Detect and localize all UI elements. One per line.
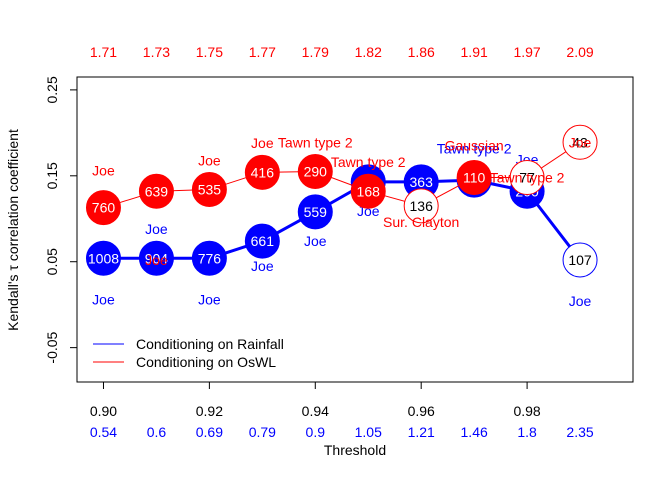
oswl-threshold-label: 1.75: [196, 44, 223, 60]
y-tick-label: 0.05: [44, 248, 60, 275]
sample-size-label: 760: [92, 200, 116, 216]
x-tick-label: 0.98: [513, 403, 540, 419]
data-point: [297, 194, 333, 230]
oswl-threshold-label: 2.09: [566, 44, 593, 60]
rainfall-threshold-label: 0.69: [196, 424, 223, 440]
copula-label: Tawn type 2: [331, 154, 406, 170]
copula-label: Tawn type 2: [437, 140, 512, 156]
copula-label: Joe: [198, 152, 221, 168]
copula-label: Joe: [92, 292, 115, 308]
rainfall-threshold-label: 0.6: [147, 424, 167, 440]
sample-size-label: 639: [145, 183, 169, 199]
sample-size-label: 535: [198, 182, 222, 198]
copula-label: Joe: [304, 233, 327, 249]
legend-entry: Conditioning on Rainfall: [136, 336, 284, 352]
sample-size-label: 290: [304, 164, 328, 180]
rainfall-threshold-label: 1.8: [517, 424, 537, 440]
data-point: [403, 188, 439, 224]
copula-label: Tawn type 2: [278, 134, 353, 150]
oswl-threshold-label: 1.79: [302, 44, 329, 60]
y-tick-label: -0.05: [44, 331, 60, 363]
data-point: [138, 173, 174, 209]
rainfall-threshold-label: 0.79: [249, 424, 276, 440]
x-axis-title: Threshold: [324, 442, 386, 458]
sample-size-label: 77: [519, 170, 535, 186]
copula-label: Gaussian: [445, 138, 504, 154]
sample-size-label: 136: [410, 198, 434, 214]
sample-size-label: 43: [572, 134, 588, 150]
oswl-threshold-label: 1.71: [90, 44, 117, 60]
data-point: [244, 154, 280, 190]
bottom-axis-secondary: 0.54 0.6 0.69 0.79 0.9 1.05 1.21 1.46 1.8 2.35: [90, 424, 594, 440]
data-point: [562, 242, 598, 278]
y-tick-label: 0.25: [44, 76, 60, 103]
copula-label: Joe: [92, 163, 115, 179]
oswl-threshold-label: 1.73: [143, 44, 170, 60]
sample-size-label: 904: [145, 250, 169, 266]
top-axis: 1.71 1.73 1.75 1.77 1.79 1.82 1.86 1.91 1.97 2.09: [90, 44, 594, 60]
series-layer: 1008Joe904Joe776Joe661Joe559Joe168Joe363…: [85, 124, 598, 309]
data-point: [85, 190, 121, 226]
data-point: [85, 240, 121, 276]
x-tick-label: 0.92: [196, 403, 223, 419]
sample-size-label: 776: [198, 250, 222, 266]
sample-size-label: 110: [463, 170, 486, 186]
rainfall-threshold-label: 1.05: [355, 424, 382, 440]
data-point: [138, 240, 174, 276]
rainfall-threshold-label: 0.9: [306, 424, 326, 440]
series-line: [103, 141, 581, 209]
copula-label: Joe: [569, 134, 592, 150]
sample-size-label: 168: [357, 183, 381, 199]
bottom-axis: 0.90 0.92 0.94 0.96 0.98: [90, 381, 541, 419]
oswl-threshold-label: 1.77: [249, 44, 276, 60]
data-point: [350, 173, 386, 209]
copula-label: Sur. Clayton: [383, 214, 459, 230]
data-point: [509, 160, 545, 196]
rainfall-threshold-label: 1.46: [461, 424, 488, 440]
data-point: [244, 223, 280, 259]
y-tick-label: 0.15: [44, 162, 60, 189]
data-point: [297, 154, 333, 190]
series-line: [103, 178, 582, 261]
x-tick-label: 0.94: [302, 403, 329, 419]
sample-size-label: 107: [568, 252, 592, 268]
sample-size-label: 1008: [88, 250, 119, 266]
data-point: [191, 172, 227, 208]
sample-size-label: 363: [410, 174, 434, 190]
legend-entry: Conditioning on OsWL: [136, 354, 276, 370]
rainfall-threshold-label: 0.54: [90, 424, 117, 440]
oswl-threshold-label: 1.97: [513, 44, 540, 60]
x-tick-label: 0.90: [90, 403, 117, 419]
data-point: [562, 124, 598, 160]
sample-size-label: 416: [251, 164, 275, 180]
copula-label: Joe: [251, 135, 274, 151]
copula-label: Joe: [251, 258, 274, 274]
rainfall-threshold-label: 2.35: [566, 424, 593, 440]
series-rainfall: 1008Joe904Joe776Joe661Joe559Joe168Joe363…: [85, 140, 598, 309]
legend: Conditioning on Rainfall Conditioning on …: [93, 336, 284, 370]
copula-label: Joe: [145, 252, 168, 268]
rainfall-threshold-label: 1.21: [408, 424, 435, 440]
data-point: [456, 160, 492, 196]
sample-size-label: 559: [304, 204, 328, 220]
copula-label: Tawn type 2: [490, 170, 565, 186]
data-point: [191, 240, 227, 276]
y-axis-title: Kendall's τ correlation coefficient: [5, 129, 21, 331]
copula-label: Joe: [198, 292, 221, 308]
x-tick-label: 0.96: [408, 403, 435, 419]
oswl-threshold-label: 1.86: [408, 44, 435, 60]
left-axis: -0.05 0.05 0.15 0.25: [44, 76, 78, 364]
oswl-threshold-label: 1.82: [355, 44, 382, 60]
oswl-threshold-label: 1.91: [461, 44, 488, 60]
copula-label: Joe: [145, 221, 168, 237]
copula-label: Joe: [569, 293, 592, 309]
sample-size-label: 661: [251, 233, 275, 249]
